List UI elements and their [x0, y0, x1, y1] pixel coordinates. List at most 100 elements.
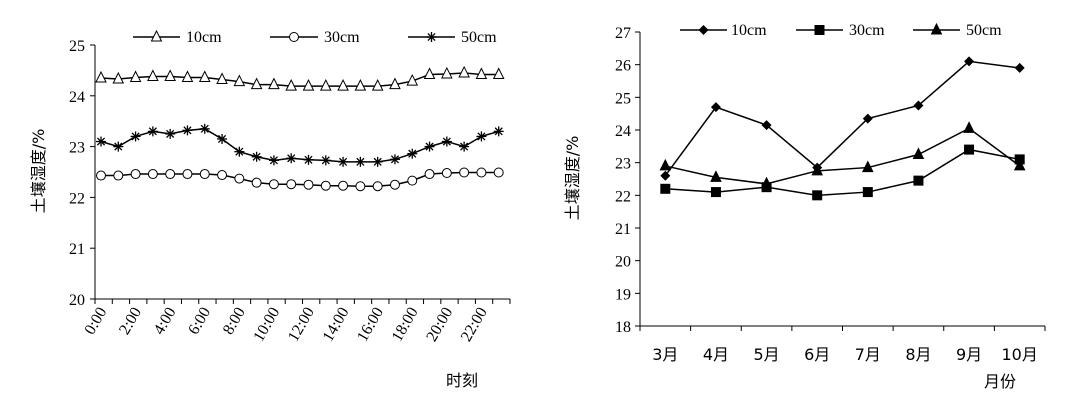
data-point-30cm: [964, 144, 975, 155]
series-line-10cm: [664, 60, 1020, 177]
data-point-50cm: [476, 131, 487, 142]
data-point-30cm: [113, 170, 124, 181]
data-point-30cm: [217, 170, 228, 181]
data-point-30cm: [320, 180, 331, 191]
data-point-30cm: [165, 169, 176, 180]
legend-marker: [150, 29, 163, 42]
data-point-50cm: [372, 156, 383, 167]
data-point-30cm: [199, 169, 210, 180]
data-point-30cm: [182, 169, 193, 180]
x-tick-label: 0:00: [82, 305, 111, 338]
data-point-30cm: [913, 175, 924, 186]
data-point-50cm: [268, 155, 279, 166]
x-tick-label: 18:00: [389, 305, 422, 345]
data-point-10cm: [475, 67, 488, 79]
x-tick-label: 20:00: [423, 305, 456, 345]
data-point-10cm: [216, 72, 228, 85]
y-tick-label: 22: [615, 188, 631, 205]
data-point-10cm: [285, 79, 298, 91]
y-tick-label: 21: [615, 221, 631, 238]
data-point-10cm: [233, 74, 246, 87]
data-point-50cm: [811, 163, 823, 176]
data-point-10cm: [913, 100, 924, 111]
y-tick-label: 24: [69, 89, 85, 106]
y-tick-label: 25: [69, 38, 85, 55]
y-tick-label: 23: [69, 140, 85, 157]
series-line-50cm: [665, 127, 1021, 185]
x-tick-label: 3月: [652, 345, 678, 364]
data-point-10cm: [660, 170, 671, 181]
data-point-50cm: [355, 156, 366, 167]
data-point-50cm: [338, 156, 349, 167]
data-point-30cm: [147, 169, 158, 180]
data-point-50cm: [424, 141, 435, 152]
data-point-30cm: [268, 179, 279, 190]
y-tick-label: 20: [615, 254, 631, 271]
data-point-30cm: [424, 169, 435, 180]
data-point-30cm: [493, 167, 504, 178]
series-group: [95, 65, 505, 192]
y-axis-label: 土壤湿度/%: [29, 129, 48, 214]
axes: 18 19 20 21 22 23 24 25 26 27 3月 4月 5月 6月 7月 8月 9月 10月: [615, 25, 1046, 364]
x-tick-label: 6月: [804, 345, 830, 364]
legend-label: 30cm: [324, 29, 360, 46]
data-point-30cm: [660, 183, 671, 194]
data-point-30cm: [710, 187, 721, 198]
legend-marker: [814, 25, 825, 35]
data-point-30cm: [96, 170, 106, 181]
x-tick-label: 5月: [753, 345, 779, 364]
data-point-10cm: [441, 66, 453, 79]
data-point-10cm: [198, 70, 211, 83]
x-tick-label: 4月: [703, 345, 729, 364]
data-point-50cm: [659, 158, 672, 171]
x-tick-label: 8月: [905, 345, 931, 364]
series-line-50cm: [100, 128, 499, 163]
data-point-50cm: [862, 160, 874, 173]
data-point-10cm: [112, 71, 125, 84]
data-point-30cm: [476, 167, 487, 178]
data-point-10cm: [761, 120, 772, 131]
legend-marker: [698, 25, 709, 35]
data-point-50cm: [963, 121, 975, 133]
x-axis-label: 月份: [984, 372, 1016, 391]
data-point-50cm: [912, 147, 925, 159]
data-point-30cm: [130, 169, 141, 180]
data-point-50cm: [147, 126, 158, 137]
y-tick-label: 22: [69, 190, 85, 207]
data-point-30cm: [303, 179, 314, 190]
data-point-10cm: [164, 69, 176, 81]
data-point-50cm: [130, 131, 141, 142]
data-point-10cm: [389, 77, 401, 90]
legend-marker: [289, 32, 299, 42]
data-point-50cm: [407, 148, 418, 159]
data-point-30cm: [338, 180, 349, 191]
data-point-30cm: [812, 190, 823, 201]
data-point-10cm: [302, 79, 315, 91]
data-point-30cm: [862, 187, 873, 198]
y-tick-label: 25: [615, 90, 631, 107]
data-point-30cm: [459, 167, 470, 178]
y-tick-label: 23: [615, 156, 631, 173]
data-point-50cm: [459, 141, 470, 152]
legend: 10cm 30cm 50cm: [133, 29, 497, 46]
data-point-10cm: [458, 65, 470, 78]
data-point-10cm: [710, 102, 721, 113]
x-tick-label: 9月: [956, 345, 982, 364]
x-axis-label: 时刻: [446, 371, 478, 390]
series-line-10cm: [100, 72, 499, 87]
data-point-10cm: [862, 113, 873, 124]
x-tick-label: 8:00: [220, 305, 249, 338]
data-point-30cm: [372, 181, 383, 192]
data-point-30cm: [286, 179, 297, 190]
y-tick-label: 18: [615, 319, 631, 336]
data-point-50cm: [441, 136, 452, 147]
y-tick-label: 20: [69, 292, 85, 309]
data-point-10cm: [147, 69, 159, 81]
data-point-30cm: [355, 181, 366, 192]
data-point-50cm: [113, 141, 124, 152]
x-tick-label: 10月: [1002, 345, 1038, 364]
x-tick-label: 10:00: [250, 305, 283, 345]
monthly-moisture-chart: 10cm 30cm 50cm 18 19 20 21 22 23 24 25 26 27 3月 4月 5月 6…: [563, 22, 1046, 391]
data-point-50cm: [217, 133, 228, 144]
